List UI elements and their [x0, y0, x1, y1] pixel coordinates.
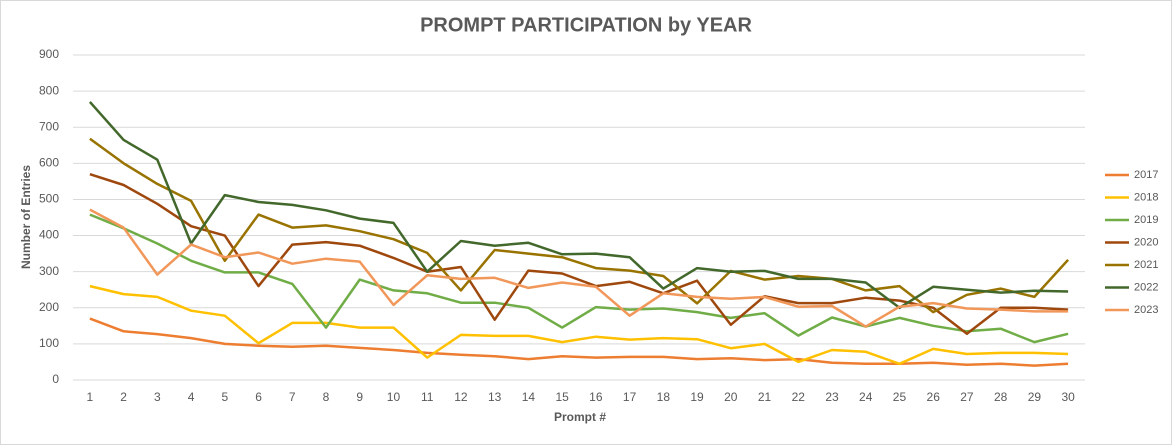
y-tick-label: 900: [39, 47, 59, 61]
x-tick-label: 12: [454, 390, 468, 404]
y-tick-label: 0: [52, 372, 59, 386]
x-axis-title: Prompt #: [554, 410, 606, 424]
x-tick-label: 30: [1061, 390, 1075, 404]
y-axis-title: Number of Entries: [19, 165, 33, 269]
x-tick-label: 4: [188, 390, 195, 404]
legend-label: 2017: [1134, 169, 1158, 181]
x-tick-label: 5: [221, 390, 228, 404]
x-tick-label: 2: [120, 390, 127, 404]
legend-label: 2022: [1134, 281, 1158, 293]
x-tick-label: 16: [589, 390, 603, 404]
x-tick-label: 7: [289, 390, 296, 404]
x-tick-label: 14: [522, 390, 536, 404]
legend-label: 2023: [1134, 304, 1158, 316]
series-line: [88, 101, 1069, 310]
y-tick-label: 600: [39, 156, 59, 170]
x-tick-label: 20: [724, 390, 738, 404]
x-tick-label: 26: [927, 390, 941, 404]
y-tick-label: 400: [39, 228, 59, 242]
series-line: [89, 317, 1069, 367]
series-line: [89, 208, 1069, 328]
legend-label: 2019: [1134, 214, 1158, 226]
x-tick-label: 23: [825, 390, 839, 404]
x-tick-label: 19: [690, 390, 704, 404]
x-tick-label: 21: [758, 390, 772, 404]
series-line: [89, 284, 1069, 366]
x-tick-label: 24: [859, 390, 873, 404]
x-tick-label: 17: [623, 390, 637, 404]
series-line: [89, 173, 1069, 336]
y-tick-label: 100: [39, 336, 59, 350]
y-tick-label: 800: [39, 83, 59, 97]
x-tick-label: 9: [356, 390, 363, 404]
y-tick-label: 200: [39, 300, 59, 314]
x-tick-label: 28: [994, 390, 1008, 404]
x-tick-label: 10: [387, 390, 401, 404]
legend-label: 2021: [1134, 259, 1158, 271]
x-tick-label: 8: [323, 390, 330, 404]
y-tick-label: 500: [39, 192, 59, 206]
series-line: [89, 137, 1070, 314]
x-tick-label: 29: [1028, 390, 1042, 404]
x-tick-label: 11: [421, 390, 434, 404]
chart-title: PROMPT PARTICIPATION by YEAR: [420, 14, 752, 36]
x-tick-label: 6: [255, 390, 262, 404]
x-tick-label: 27: [960, 390, 974, 404]
x-tick-label: 13: [488, 390, 502, 404]
y-tick-label: 700: [39, 119, 59, 133]
y-tick-label: 300: [39, 264, 59, 278]
legend-label: 2020: [1134, 236, 1158, 248]
x-tick-label: 1: [87, 390, 94, 404]
x-tick-label: 18: [657, 390, 671, 404]
x-tick-label: 22: [792, 390, 806, 404]
x-tick-label: 15: [555, 390, 569, 404]
x-tick-label: 25: [893, 390, 907, 404]
x-tick-label: 3: [154, 390, 161, 404]
legend-label: 2018: [1134, 191, 1158, 203]
series-line: [89, 213, 1069, 344]
